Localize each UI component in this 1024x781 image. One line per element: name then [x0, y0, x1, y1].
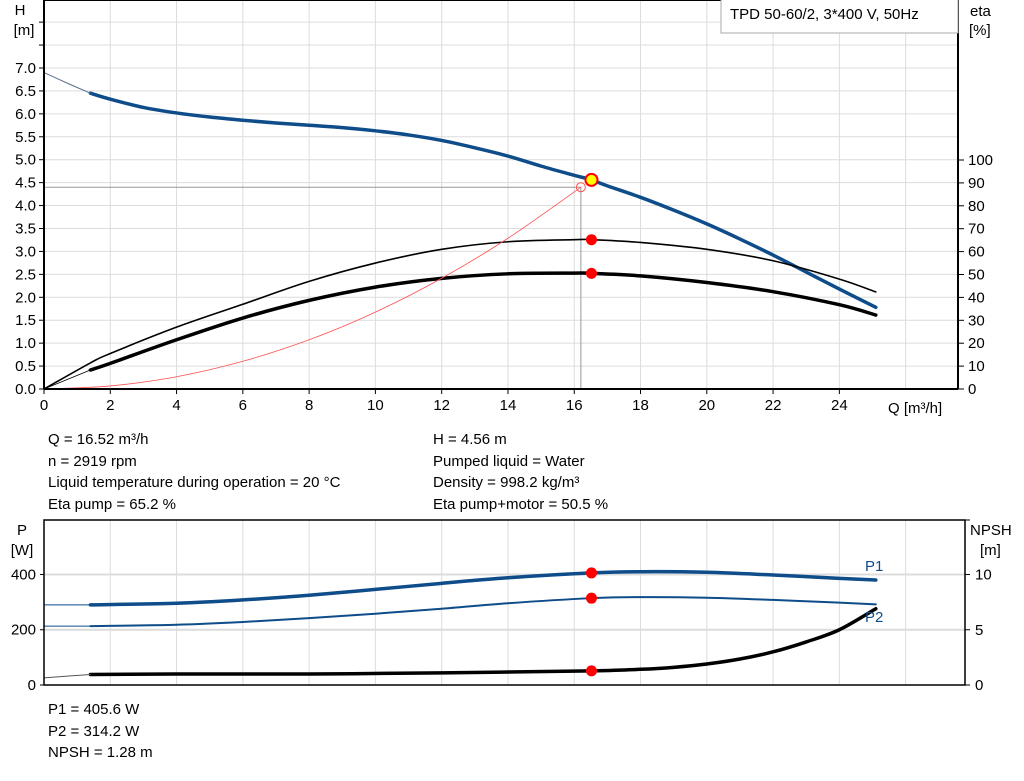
x-tick-label: 10 [367, 397, 384, 414]
eta-pump-motor-curve [88, 271, 878, 372]
p-tick-label: 400 [11, 566, 36, 583]
readout-npsh: NPSH = 1.28 m [48, 744, 153, 761]
eta-tick-label: 20 [968, 335, 985, 352]
h-tick-label: 6.0 [15, 106, 36, 123]
title-box [720, 0, 959, 34]
chart-title: TPD 50-60/2, 3*400 V, 50Hz [730, 6, 919, 23]
h-tick-label: 7.0 [15, 60, 36, 77]
npsh-ext-curve [43, 674, 91, 679]
operating-point-marker [584, 172, 599, 187]
readout-p1: P1 = 405.6 W [48, 701, 140, 718]
x-tick-label: 6 [239, 397, 247, 414]
p-axis-unit: [W] [11, 542, 34, 559]
lower-frame [43, 519, 966, 686]
eta-tick-label: 30 [968, 312, 985, 329]
eta-tick-label: 50 [968, 267, 985, 284]
x-tick-label: 12 [433, 397, 450, 414]
eta-tick-label: 60 [968, 244, 985, 261]
npsh-axis-label: NPSH [970, 522, 1012, 539]
eta-axis-unit: [%] [969, 22, 991, 39]
p1-curve [88, 569, 878, 607]
x-tick-label: 18 [632, 397, 649, 414]
p2-curve-label: P2 [865, 609, 883, 626]
axes: 0 2 4 6 8 10 12 14 16 18 20 22 240.00.51.01.52.02.53… [11, 0, 993, 694]
system-curve-curve [43, 186, 582, 390]
eta-tick-label: 40 [968, 289, 985, 306]
h-tick-label: 5.5 [15, 129, 36, 146]
h-tick-label: 6.5 [15, 83, 36, 100]
x-tick-label: 4 [172, 397, 180, 414]
h-tick-label: 1.0 [15, 335, 36, 352]
x-tick-label: 16 [566, 397, 583, 414]
x-tick-label: 2 [106, 397, 114, 414]
p1-marker [585, 567, 597, 579]
system-curve-end-marker [575, 182, 586, 193]
eta-pump-curve [43, 238, 877, 390]
npsh-curve [88, 607, 878, 677]
readout-eta-pump: Eta pump = 65.2 % [48, 495, 176, 513]
h-extrapolated-curve [43, 72, 91, 94]
readout-eta-total: Eta pump+motor = 50.5 % [433, 495, 609, 513]
p-tick-label: 0 [28, 677, 36, 694]
eta-axis-label: eta [970, 3, 992, 20]
readout-h: H = 4.56 m [433, 431, 507, 448]
x-tick-label: 24 [831, 397, 848, 414]
h-tick-label: 3.0 [15, 243, 36, 260]
h-tick-label: 2.0 [15, 289, 36, 306]
p2-curve [89, 596, 877, 628]
h-tick-label: 0.0 [15, 381, 36, 398]
p-axis-label: P [17, 522, 27, 539]
npsh-tick-label: 5 [975, 622, 983, 639]
x-tick-label: 22 [765, 397, 782, 414]
h-tick-label: 4.0 [15, 198, 36, 215]
eta-total-marker [585, 267, 597, 279]
eta-tick-label: 0 [968, 381, 976, 398]
eta-tick-label: 100 [968, 152, 993, 169]
readout-n: n = 2919 rpm [48, 452, 137, 470]
readout-liquid: Pumped liquid = Water [433, 452, 585, 470]
npsh-tick-label: 10 [975, 567, 992, 584]
readout-power: P1 = 405.6 W P2 = 314.2 W NPSH = 1.28 m [48, 699, 153, 764]
readout-left: Q = 16.52 m³/h n = 2919 rpm Liquid tempe… [48, 429, 340, 515]
x-tick-label: 0 [40, 397, 48, 414]
h-tick-label: 3.5 [15, 220, 36, 237]
h-axis-label: H [15, 2, 26, 19]
x-tick-label: 20 [698, 397, 715, 414]
npsh-axis-unit: [m] [980, 542, 1001, 559]
h-tick-label: 4.5 [15, 175, 36, 192]
eta-extrapolated-curve [43, 369, 91, 390]
h-curve [88, 91, 878, 310]
readout-density: Density = 998.2 kg/m³ [433, 474, 580, 491]
eta-tick-label: 80 [968, 198, 985, 215]
curves [43, 72, 878, 679]
h-tick-label: 2.5 [15, 266, 36, 283]
h-tick-label: 5.0 [15, 152, 36, 169]
eta-tick-label: 10 [968, 358, 985, 375]
p2-marker [585, 592, 597, 604]
readout-temp: Liquid temperature during operation = 20… [48, 474, 341, 491]
x-tick-label: 8 [305, 397, 313, 414]
readout-p2: P2 = 314.2 W [48, 722, 140, 740]
h-axis-unit: [m] [14, 22, 35, 39]
p-tick-label: 200 [11, 622, 36, 639]
h-tick-label: 0.5 [15, 358, 36, 375]
readout-q: Q = 16.52 m³/h [48, 431, 149, 448]
readout-right: H = 4.56 m Pumped liquid = Water Density… [433, 429, 608, 515]
p1-curve-label: P1 [865, 558, 883, 575]
q-axis-label: Q [m³/h] [888, 400, 942, 417]
upper-grid [44, 0, 958, 389]
h-tick-label: 1.5 [15, 312, 36, 329]
eta-tick-label: 90 [968, 175, 985, 192]
x-tick-label: 14 [500, 397, 517, 414]
npsh-tick-label: 0 [975, 677, 983, 694]
eta-tick-label: 70 [968, 221, 985, 238]
eta-pump-marker [585, 234, 597, 246]
npsh-marker [585, 665, 597, 677]
